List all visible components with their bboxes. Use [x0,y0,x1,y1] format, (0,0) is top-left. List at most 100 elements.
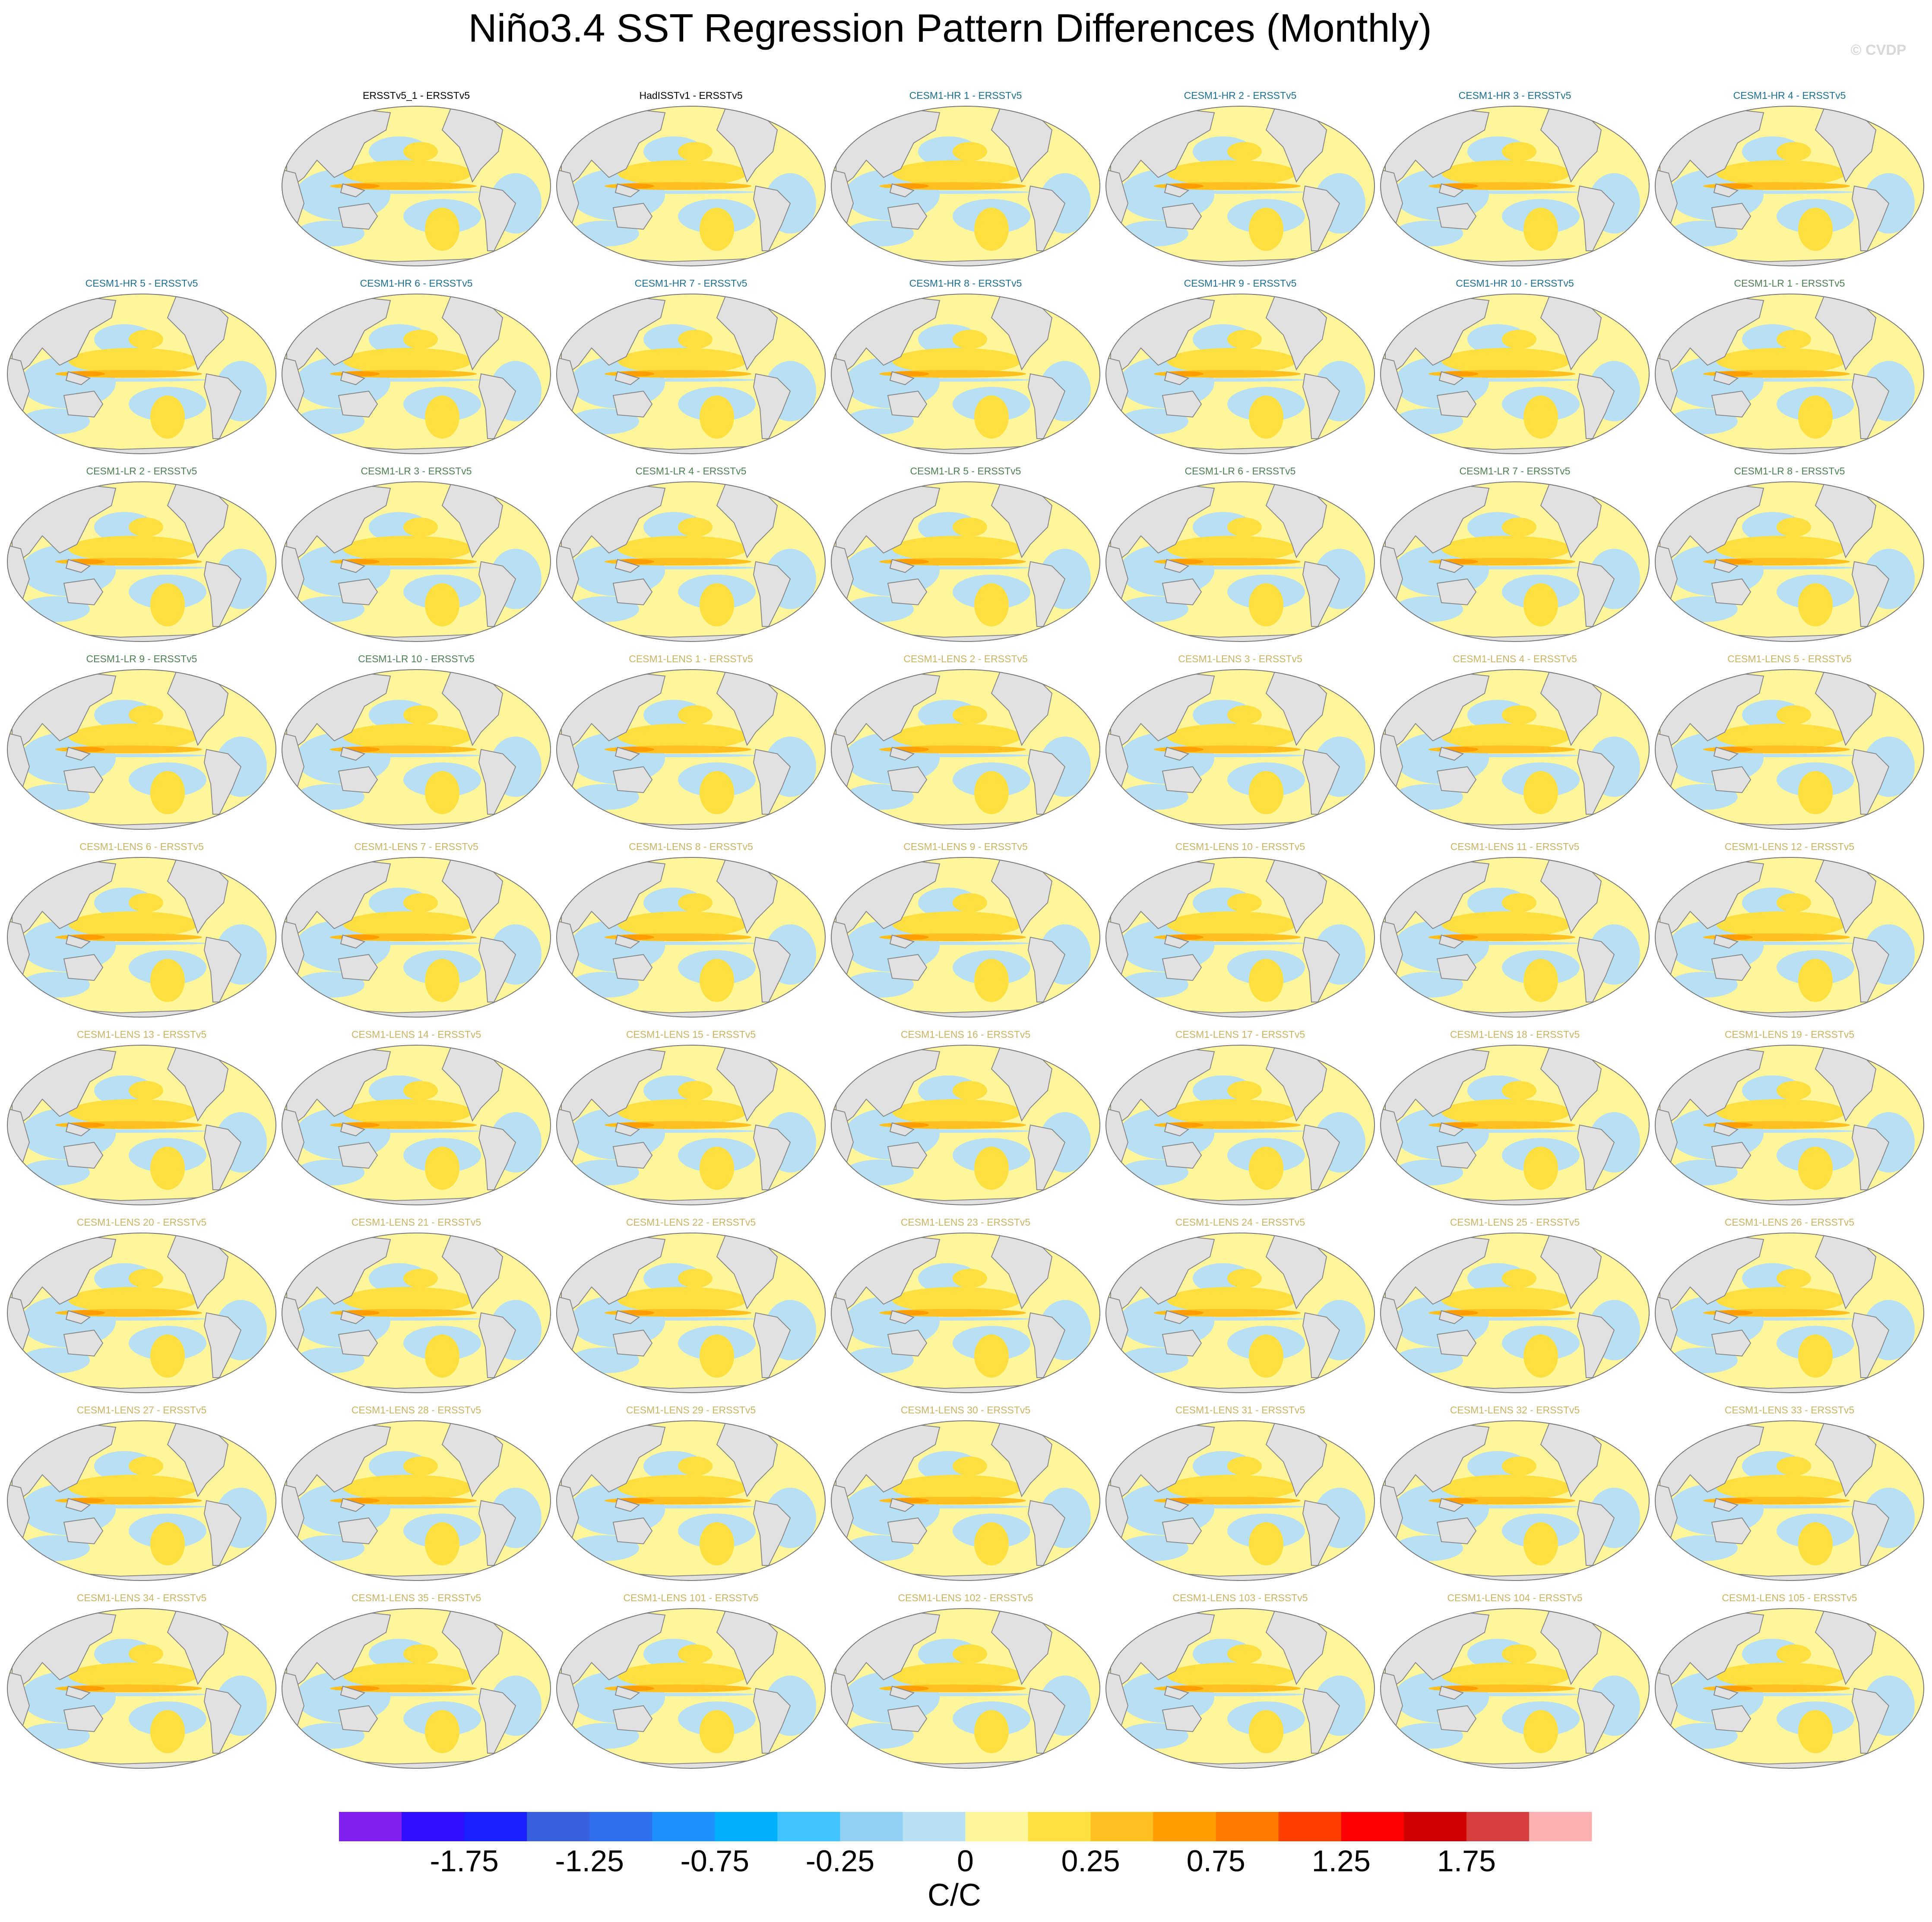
panel-title: CESM1-LENS 25 - ERSSTv5 [1450,1217,1580,1228]
panel-title: CESM1-LENS 18 - ERSSTv5 [1450,1029,1580,1040]
map-panel [827,855,1104,1024]
colorbar-box [715,1812,778,1841]
colorbar-tick-label: -1.25 [555,1844,624,1878]
map-panel [1377,855,1653,1024]
panel-title: CESM1-LENS 14 - ERSSTv5 [352,1029,481,1040]
map-panel [553,1606,829,1775]
colorbar-box [1466,1812,1530,1841]
map-panel [1651,292,1928,460]
colorbar-box [589,1812,652,1841]
map-panel [1102,667,1378,836]
panel-title: CESM1-HR 6 - ERSSTv5 [360,278,473,289]
panel-title: CESM1-LENS 16 - ERSSTv5 [901,1029,1030,1040]
colorbar-box [840,1812,903,1841]
panel-title: CESM1-HR 4 - ERSSTv5 [1733,90,1846,101]
panel-title: CESM1-HR 10 - ERSSTv5 [1456,278,1574,289]
colorbar-box [402,1812,465,1841]
map-panel [1377,1606,1653,1775]
colorbar-box [1529,1812,1592,1841]
panel-title: CESM1-LR 2 - ERSSTv5 [86,465,197,477]
map-panel [1377,480,1653,648]
panel-title: CESM1-LENS 29 - ERSSTv5 [626,1404,756,1416]
map-panel [1102,1043,1378,1211]
colorbar-box [1403,1812,1467,1841]
panel-title: ERSSTv5_1 - ERSSTv5 [363,90,470,101]
map-panel [1377,104,1653,272]
panel-title: CESM1-LENS 101 - ERSSTv5 [623,1592,758,1603]
panel-title: CESM1-LR 5 - ERSSTv5 [910,465,1021,477]
panel-title: CESM1-LENS 4 - ERSSTv5 [1453,653,1577,664]
panel-title: CESM1-LENS 1 - ERSSTv5 [629,653,753,664]
map-panel [1651,1419,1928,1587]
map-panel [553,1231,829,1399]
panel-title: CESM1-HR 5 - ERSSTv5 [86,278,198,289]
map-panel [827,1419,1104,1587]
map-panel [1651,667,1928,836]
colorbar-box [777,1812,840,1841]
map-panel [278,1231,554,1399]
map-panel [278,1606,554,1775]
panel-title: CESM1-HR 1 - ERSSTv5 [909,90,1022,101]
map-panel [1377,1231,1653,1399]
panel-title: CESM1-LENS 11 - ERSSTv5 [1451,841,1580,852]
map-panel [553,480,829,648]
colorbar-label: C/C [928,1878,981,1913]
map-panel [3,1419,280,1587]
panel-title: CESM1-HR 2 - ERSSTv5 [1184,90,1297,101]
map-panel [553,667,829,836]
map-panel [3,855,280,1024]
map-panel [1651,1043,1928,1211]
map-panel [3,1231,280,1399]
map-panel [553,1043,829,1211]
panel-title: CESM1-LENS 3 - ERSSTv5 [1178,653,1302,664]
map-panel [1651,855,1928,1024]
map-panel [278,855,554,1024]
panel-title: CESM1-LR 9 - ERSSTv5 [86,653,197,664]
map-panel [3,1606,280,1775]
panel-title: CESM1-LENS 15 - ERSSTv5 [626,1029,756,1040]
map-panel [3,480,280,648]
panel-title: CESM1-LENS 23 - ERSSTv5 [901,1217,1030,1228]
figure-title: Niño3.4 SST Regression Pattern Differenc… [468,6,1432,50]
colorbar-tick-label: 0 [957,1844,974,1878]
colorbar-tick-label: 0.75 [1187,1844,1245,1878]
map-panel [1377,667,1653,836]
panel-title: CESM1-HR 7 - ERSSTv5 [635,278,747,289]
panel-title: CESM1-LENS 13 - ERSSTv5 [77,1029,206,1040]
panel-title: CESM1-LENS 32 - ERSSTv5 [1450,1404,1580,1416]
panel-title: CESM1-LR 1 - ERSSTv5 [1734,278,1845,289]
panel-title: CESM1-HR 8 - ERSSTv5 [909,278,1022,289]
colorbar-tick-label: 1.75 [1437,1844,1496,1878]
map-panel [1651,1231,1928,1399]
panel-title: CESM1-LENS 9 - ERSSTv5 [903,841,1028,852]
colorbar-box [903,1812,966,1841]
map-panel [3,292,280,460]
map-panel [1102,855,1378,1024]
colorbar-box [1341,1812,1404,1841]
colorbar-box [1090,1812,1154,1841]
map-panel [3,1043,280,1211]
map-panel [278,1043,554,1211]
panel-title: CESM1-LENS 7 - ERSSTv5 [354,841,478,852]
colorbar-tick-label: -0.75 [681,1844,750,1878]
panel-title: CESM1-LENS 103 - ERSSTv5 [1172,1592,1308,1603]
panel-title: CESM1-LENS 10 - ERSSTv5 [1175,841,1305,852]
panel-title: HadISSTv1 - ERSSTv5 [639,90,742,101]
panel-title: CESM1-LENS 8 - ERSSTv5 [629,841,753,852]
panel-title: CESM1-LR 7 - ERSSTv5 [1460,465,1571,477]
panel-title: CESM1-LENS 30 - ERSSTv5 [901,1404,1030,1416]
panel-title: CESM1-LENS 22 - ERSSTv5 [626,1217,756,1228]
panel-title: CESM1-LR 6 - ERSSTv5 [1185,465,1296,477]
map-panel [278,667,554,836]
map-panel [278,104,554,272]
panel-title: CESM1-LENS 105 - ERSSTv5 [1722,1592,1857,1603]
panel-title: CESM1-LENS 12 - ERSSTv5 [1725,841,1854,852]
colorbar-tick-label: 1.25 [1312,1844,1371,1878]
panel-title: CESM1-LENS 17 - ERSSTv5 [1175,1029,1305,1040]
map-panel [1377,1419,1653,1587]
colorbar-box [339,1812,402,1841]
map-panel [553,1419,829,1587]
map-panel [827,667,1104,836]
